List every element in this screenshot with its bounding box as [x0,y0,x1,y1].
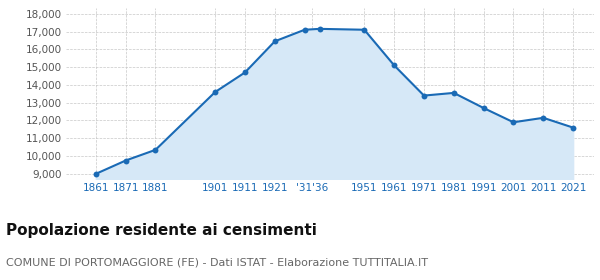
Point [211,90,220,94]
Point [270,39,280,44]
Point [315,27,325,31]
Point [300,27,310,32]
Point [151,148,160,152]
Point [359,27,369,32]
Point [538,116,548,120]
Point [449,91,458,95]
Text: Popolazione residente ai censimenti: Popolazione residente ai censimenti [6,223,317,238]
Point [479,106,488,110]
Point [568,125,578,130]
Point [389,63,399,67]
Point [509,120,518,125]
Point [91,172,101,176]
Point [419,93,429,98]
Point [121,158,130,163]
Point [240,70,250,75]
Text: COMUNE DI PORTOMAGGIORE (FE) - Dati ISTAT - Elaborazione TUTTITALIA.IT: COMUNE DI PORTOMAGGIORE (FE) - Dati ISTA… [6,258,428,268]
